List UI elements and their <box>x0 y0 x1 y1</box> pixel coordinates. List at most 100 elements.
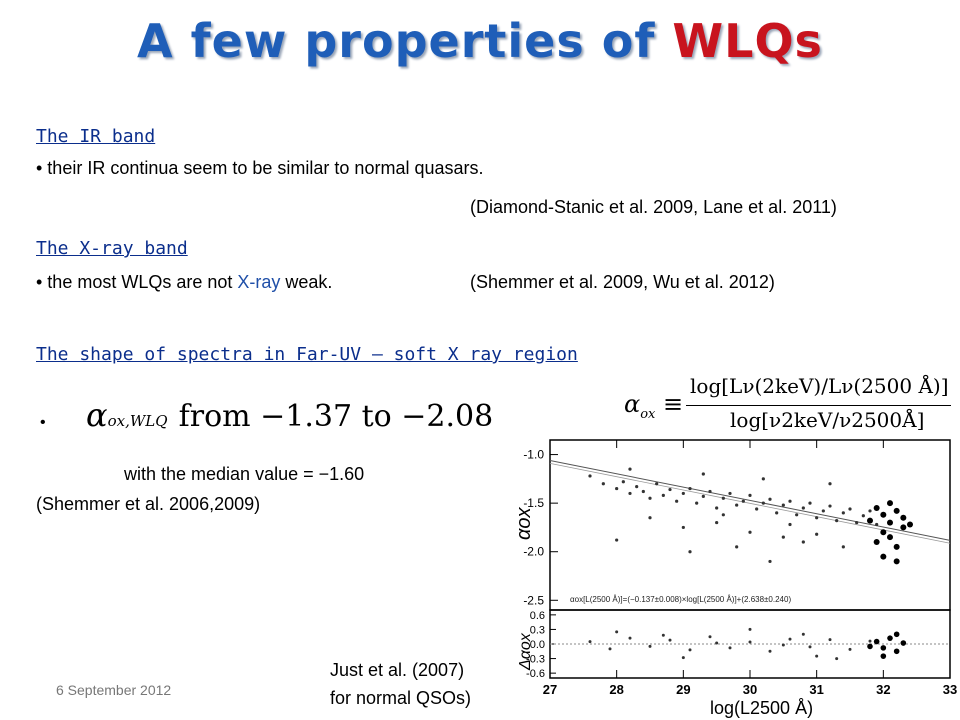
xray-citation: (Shemmer et al. 2009, Wu et al. 2012) <box>470 272 775 292</box>
residual-normal-point <box>681 656 685 660</box>
normal-qso-point <box>708 489 712 494</box>
residual-normal-point <box>628 636 632 640</box>
bottom-y-tick-label: 0.0 <box>530 639 545 651</box>
normal-qso-point <box>848 507 852 511</box>
slide-title: A few properties of WLQs <box>0 14 960 68</box>
title-main: A few properties of <box>137 14 673 68</box>
wlq-point <box>893 507 900 514</box>
normal-qso-point <box>861 514 865 518</box>
normal-qso-point <box>741 499 745 503</box>
normal-qso-point <box>788 499 792 503</box>
residual-wlq-point <box>867 643 873 650</box>
normal-qso-point <box>761 477 765 481</box>
normal-qso-point <box>588 474 592 478</box>
normal-qso-point <box>681 525 685 530</box>
residual-normal-point <box>868 639 872 643</box>
fit-line <box>549 460 951 541</box>
top-y-tick-label: -2.5 <box>523 593 544 607</box>
normal-qso-point <box>675 499 679 503</box>
normal-qso-point <box>841 545 845 549</box>
normal-qso-point <box>801 540 805 544</box>
normal-qso-point <box>855 520 859 525</box>
normal-qso-point <box>801 506 805 510</box>
alpha-ox-formula: αox ≡ log[Lν(2keV)/Lν(2500 Å)] log[ν2keV… <box>610 374 955 438</box>
normal-qso-point <box>681 491 685 496</box>
normal-qso-point <box>828 482 832 486</box>
normal-qso-point <box>628 491 632 496</box>
normal-qso-point <box>721 513 725 517</box>
normal-qso-point <box>648 516 652 520</box>
bottom-y-tick-label: -0.3 <box>526 654 545 666</box>
normal-qso-point <box>795 513 799 517</box>
normal-qso-point <box>748 493 752 497</box>
normal-qso-point <box>721 496 725 500</box>
normal-qso-point <box>835 519 839 523</box>
x-tick-label: 32 <box>876 682 890 697</box>
residual-normal-point <box>715 641 719 645</box>
wlq-point <box>867 517 873 524</box>
normal-qso-point <box>641 489 645 494</box>
residual-normal-point <box>608 647 612 651</box>
bottom-y-tick-label: 0.3 <box>530 624 545 636</box>
alpha-range-text: from −1.37 to −2.08 <box>178 399 494 434</box>
shape-heading: The shape of spectra in Far-UV – soft X … <box>36 344 578 365</box>
normal-qso-point <box>755 507 759 511</box>
wlq-point <box>887 500 893 507</box>
residual-normal-point <box>668 638 672 642</box>
residual-normal-point <box>688 648 692 652</box>
x-tick-label: 33 <box>943 682 957 697</box>
ir-heading: The IR band <box>36 126 156 147</box>
normal-qso-point <box>648 496 652 500</box>
wlq-point <box>887 519 893 526</box>
top-y-ticks: -1.0 -1.5 -2.0 -2.5 <box>523 448 558 607</box>
residual-normal-point <box>835 657 839 661</box>
x-tick-label: 30 <box>743 682 757 697</box>
bottom-y-ticks: 0.6 0.3 0.0 -0.3 -0.6 <box>526 610 556 680</box>
residual-wlq-point <box>880 645 887 651</box>
normal-qso-point <box>815 532 819 536</box>
normal-qso-point <box>815 516 819 520</box>
normal-qso-points <box>588 467 879 564</box>
residual-normal-point <box>768 649 772 653</box>
residual-normal-point <box>708 635 712 639</box>
normal-qso-point <box>875 522 879 527</box>
normal-qso-point <box>788 522 792 527</box>
normal-qso-point <box>661 493 665 497</box>
residual-normal-point <box>808 645 812 649</box>
x-tick-label: 29 <box>676 682 690 697</box>
normal-qso-point <box>621 480 625 484</box>
xray-bullet-pre: • the most WLQs are not <box>36 272 238 292</box>
residual-normal-point <box>615 630 619 634</box>
residual-normal-point <box>648 644 652 648</box>
residual-normal-point <box>588 640 592 644</box>
residual-normal-point <box>815 654 819 658</box>
normal-qso-point <box>781 535 785 539</box>
xray-bullet: • the most WLQs are not X-ray weak. <box>36 272 332 293</box>
normal-qso-point <box>728 491 732 496</box>
top-y-tick-label: -2.0 <box>523 545 544 559</box>
normal-qso-point <box>715 506 719 510</box>
alpha-symbol: α <box>86 396 108 434</box>
normal-qso-point <box>601 482 605 486</box>
residual-normal-point <box>728 646 732 650</box>
wlq-point <box>887 534 893 541</box>
normal-qso-point <box>655 482 659 486</box>
normal-qso-point <box>775 511 779 515</box>
residual-normal-point <box>788 637 792 641</box>
shemmer-citation: (Shemmer et al. 2006,2009) <box>36 494 261 514</box>
ir-bullet: • their IR continua seem to be similar t… <box>36 158 484 178</box>
normal-qso-point <box>688 550 692 554</box>
residual-wlq-points <box>867 631 907 659</box>
normal-qso-point <box>628 467 632 471</box>
residual-wlq-point <box>873 638 880 645</box>
wlq-point <box>880 529 887 536</box>
bottom-y-tick-label: 0.6 <box>530 610 545 622</box>
wlq-point <box>880 511 887 518</box>
x-tick-label: 27 <box>543 682 557 697</box>
xray-bullet-post: weak. <box>280 272 333 292</box>
ir-citation: (Diamond-Stanic et al. 2009, Lane et al.… <box>470 197 837 217</box>
top-y-tick-label: -1.5 <box>523 496 544 510</box>
residual-wlq-point <box>893 648 900 655</box>
formula-numerator: log[Lν(2keV)/Lν(2500 Å)] <box>690 374 949 398</box>
y-label-bottom: Δαox <box>517 632 534 671</box>
